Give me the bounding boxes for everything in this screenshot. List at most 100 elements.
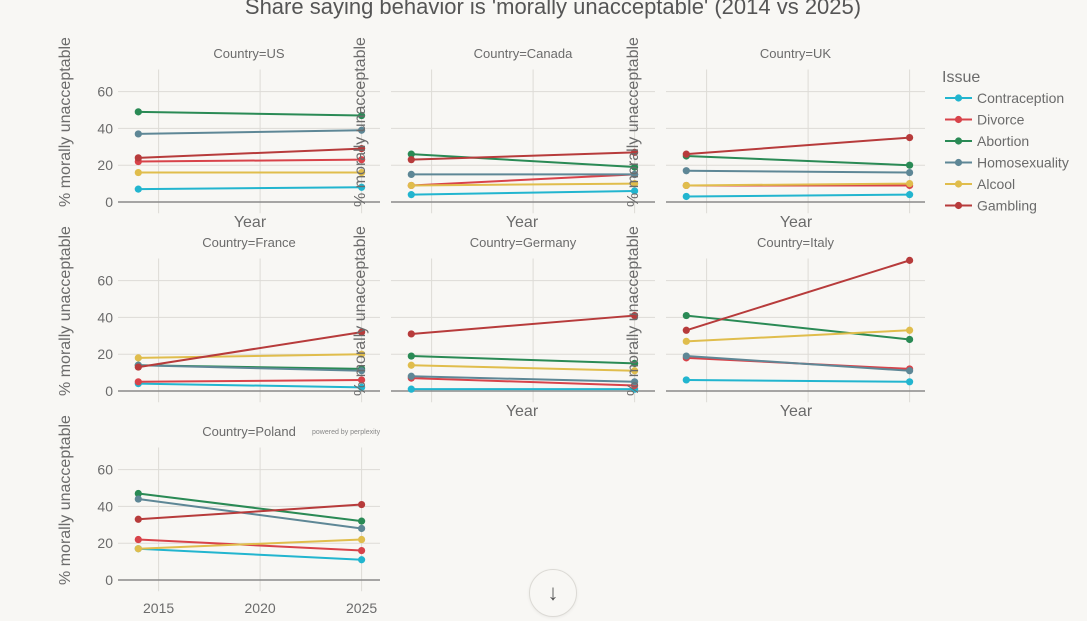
data-point-alcool — [407, 181, 415, 190]
data-point-alcool — [407, 361, 415, 369]
data-point-abortion — [407, 352, 415, 360]
series-line-contraception — [411, 189, 635, 196]
series-line-alcool — [411, 182, 635, 187]
series-line-homosexuality — [138, 129, 362, 135]
data-point-alcool — [631, 180, 639, 188]
data-point-abortion — [906, 335, 914, 344]
series-line-divorce — [411, 173, 635, 187]
y-tick-label: 0 — [105, 383, 113, 399]
legend-marker — [954, 201, 963, 210]
series-line-abortion — [138, 110, 362, 117]
legend-marker — [954, 158, 963, 167]
legend-label: Abortion — [977, 133, 1029, 149]
y-axis-title: % morally unacceptable — [352, 226, 369, 396]
data-point-divorce — [134, 378, 142, 386]
x-tick-label: 2015 — [143, 600, 174, 616]
legend-label: Gambling — [977, 198, 1037, 214]
data-point-alcool — [134, 545, 142, 553]
data-point-contraception — [407, 385, 415, 393]
x-tick-label: 2025 — [346, 600, 377, 616]
data-point-contraception — [682, 376, 690, 384]
data-point-gambling — [358, 500, 366, 509]
data-point-homosexuality — [134, 130, 142, 138]
data-point-homosexuality — [407, 170, 415, 178]
data-point-gambling — [407, 156, 415, 164]
legend-label: Divorce — [977, 112, 1025, 128]
y-tick-label: 40 — [97, 498, 113, 514]
series-line-alcool — [686, 182, 910, 187]
series-line-gambling — [138, 331, 362, 369]
data-point-contraception — [631, 187, 639, 195]
data-point-alcool — [682, 337, 690, 345]
data-point-contraception — [906, 191, 914, 199]
data-point-alcool — [358, 535, 366, 544]
data-point-homosexuality — [906, 367, 914, 375]
data-point-gambling — [358, 145, 366, 153]
data-point-homosexuality — [906, 168, 914, 177]
data-point-gambling — [358, 328, 366, 336]
series-line-contraception — [138, 382, 362, 389]
data-point-alcool — [134, 354, 142, 362]
data-point-contraception — [358, 556, 366, 564]
data-point-gambling — [631, 311, 639, 320]
data-point-homosexuality — [134, 495, 142, 503]
data-point-contraception — [407, 191, 415, 199]
series-line-homosexuality — [138, 364, 362, 372]
data-point-contraception — [682, 192, 690, 201]
series-line-homosexuality — [686, 169, 910, 174]
legend-marker — [954, 137, 963, 145]
y-tick-label: 40 — [97, 120, 113, 136]
data-point-alcool — [906, 180, 914, 188]
data-point-contraception — [906, 378, 914, 386]
data-point-gambling — [631, 148, 639, 156]
data-point-homosexuality — [682, 352, 690, 360]
x-tick-label: 2020 — [245, 600, 276, 616]
y-tick-label: 20 — [97, 157, 113, 173]
legend-marker — [954, 94, 963, 102]
data-point-divorce — [358, 376, 366, 384]
legend-marker — [954, 180, 963, 188]
series-line-homosexuality — [686, 355, 910, 372]
data-point-alcool — [682, 181, 690, 190]
series-line-alcool — [138, 353, 362, 359]
data-point-gambling — [134, 154, 142, 162]
data-point-abortion — [631, 359, 639, 367]
data-point-abortion — [407, 150, 415, 158]
series-line-gambling — [138, 503, 362, 521]
arrow-down-icon: ↓ — [547, 580, 559, 605]
y-axis-title: % morally unacceptable — [57, 37, 74, 207]
series-line-abortion — [686, 155, 910, 167]
facet-label: Country=Canada — [474, 46, 573, 61]
data-point-homosexuality — [358, 367, 366, 375]
data-point-homosexuality — [407, 372, 415, 380]
legend-label: Homosexuality — [977, 155, 1069, 171]
series-line-divorce — [138, 378, 362, 383]
series-line-divorce — [411, 377, 635, 387]
series-line-contraception — [138, 547, 362, 561]
y-axis-title: % morally unacceptable — [57, 226, 74, 396]
series-line-divorce — [138, 158, 362, 163]
series-line-alcool — [411, 364, 635, 372]
facet-label: Country=Italy — [757, 235, 834, 250]
y-tick-label: 0 — [105, 194, 113, 210]
facet-label: Country=Germany — [470, 235, 577, 250]
y-tick-label: 40 — [97, 309, 113, 325]
x-axis-title: Year — [780, 403, 813, 420]
data-point-abortion — [682, 311, 690, 320]
facet-label: Country=US — [213, 46, 284, 61]
series-line-abortion — [411, 355, 635, 365]
legend-label: Alcool — [977, 176, 1015, 192]
series-line-contraception — [138, 186, 362, 191]
data-point-gambling — [134, 363, 142, 371]
legend-marker — [954, 115, 963, 124]
x-axis-title: Year — [234, 214, 267, 231]
scroll-down-button[interactable]: ↓ — [529, 569, 577, 617]
data-point-alcool — [906, 326, 914, 334]
data-point-contraception — [358, 383, 366, 391]
x-axis-title: Year — [780, 214, 813, 231]
y-tick-label: 0 — [105, 572, 113, 588]
data-point-homosexuality — [631, 170, 639, 178]
series-line-homosexuality — [411, 375, 635, 383]
data-point-abortion — [358, 517, 366, 525]
